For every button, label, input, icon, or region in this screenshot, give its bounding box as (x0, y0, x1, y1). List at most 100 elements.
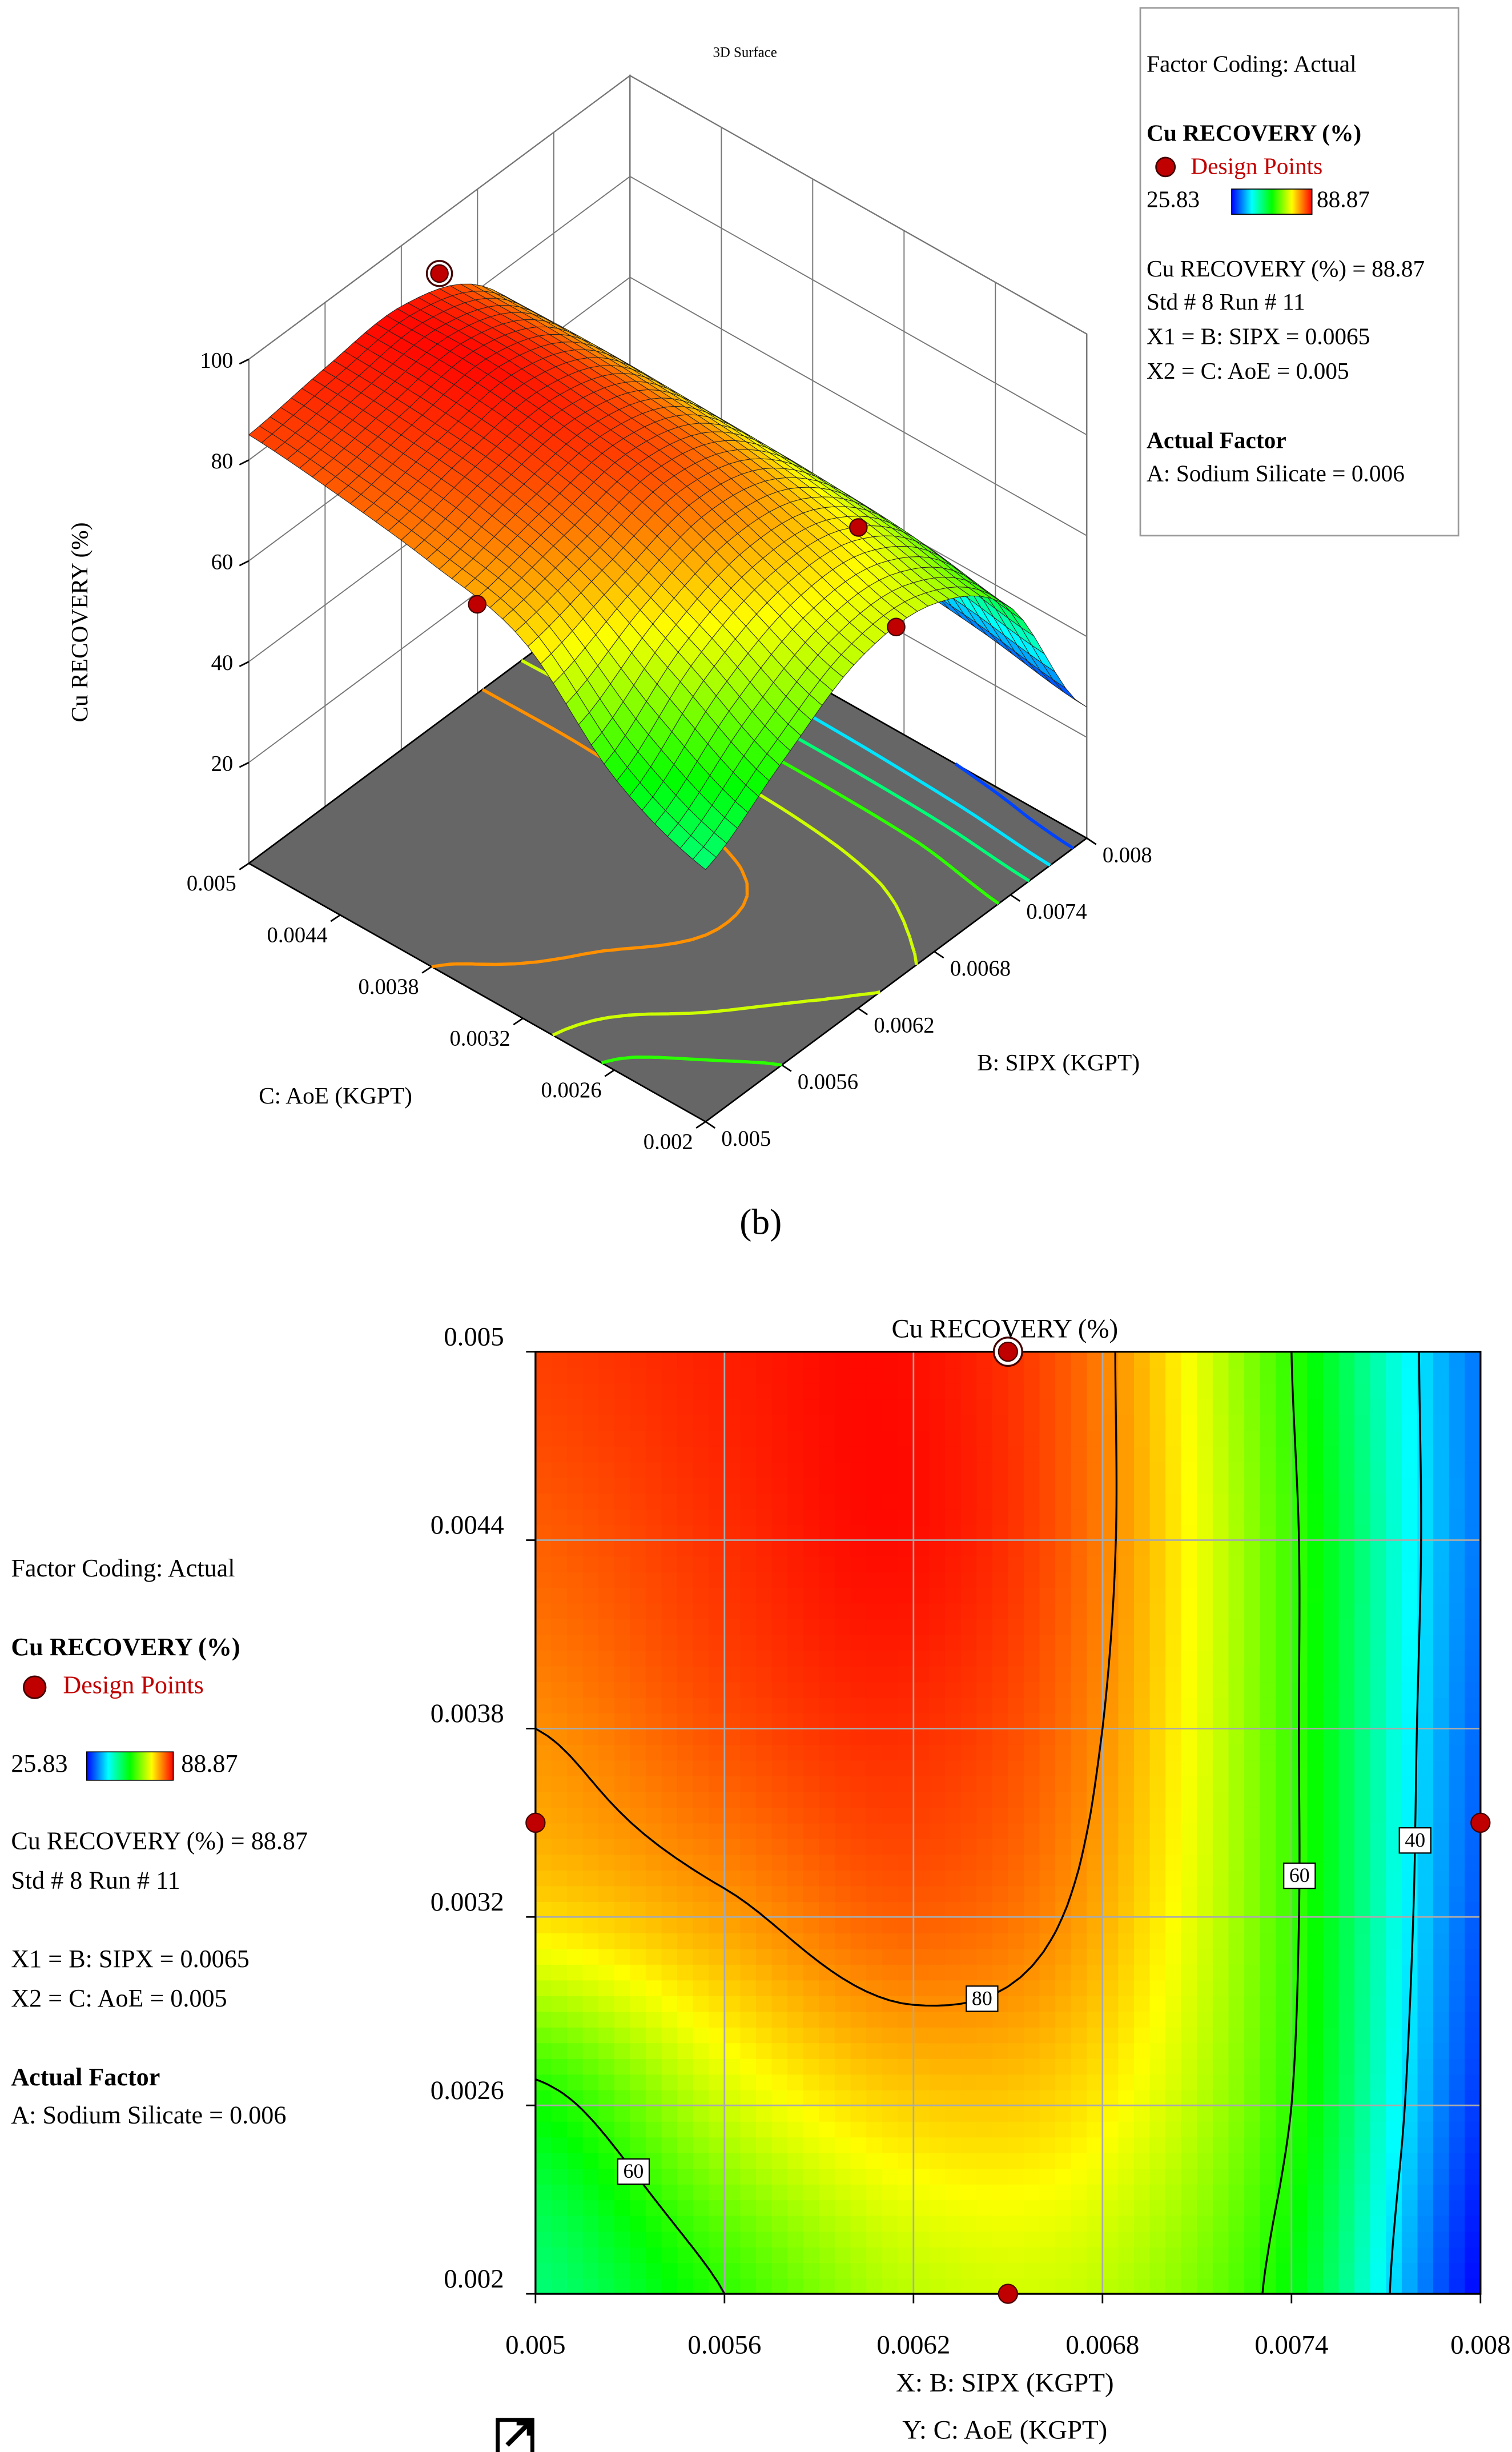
heat-cell (645, 1493, 662, 1510)
heat-cell (693, 1901, 710, 1918)
heat-cell (1370, 1712, 1387, 1729)
heat-cell (1260, 1728, 1277, 1745)
heat-cell (756, 2105, 773, 2122)
heat-cell (551, 1430, 568, 1447)
heat-cell (1008, 1728, 1025, 1745)
heat-cell (630, 1681, 647, 1698)
heat-cell (1165, 1618, 1182, 1635)
heat-cell (1133, 1728, 1151, 1745)
heat-cell (567, 1697, 584, 1714)
heat-cell (756, 1712, 773, 1729)
heat-cell (1071, 2121, 1088, 2138)
heat-cell (944, 2058, 962, 2075)
heat-cell (1055, 2152, 1072, 2169)
heat-cell (944, 1681, 962, 1698)
heat-cell (1212, 1948, 1229, 1965)
heat-cell (992, 2089, 1009, 2106)
heat-cell (1165, 1823, 1182, 1839)
heat-cell (756, 1587, 773, 1604)
heat-cell (1322, 2246, 1340, 2264)
heat-cell (850, 1462, 867, 1478)
heat-cell (850, 1901, 867, 1918)
heat-cell (630, 2121, 647, 2138)
heat-cell (1433, 2246, 1450, 2264)
heat-cell (1401, 1917, 1418, 1933)
heat-cell (1102, 2074, 1119, 2090)
heat-cell (1244, 1838, 1261, 1855)
heat-cell (1023, 1697, 1040, 1714)
heat-cell (1291, 2121, 1308, 2138)
heat-cell (645, 1854, 662, 1871)
heat-cell (1071, 2168, 1088, 2185)
heat-cell (1401, 1634, 1418, 1651)
heat-cell (929, 1540, 946, 1557)
heat-cell (1228, 1823, 1245, 1839)
heat-cell (1307, 1712, 1324, 1729)
heat-cell (929, 1524, 946, 1541)
heat-cell (598, 2246, 615, 2264)
heat-cell (1386, 1555, 1403, 1572)
heat-cell (819, 1775, 836, 1792)
heat-cell (677, 1948, 694, 1965)
heat-cell (582, 2215, 600, 2232)
heat-cell (677, 2042, 694, 2059)
heat-cell (1181, 2215, 1198, 2232)
heat-cell (661, 1587, 678, 1604)
heat-cell (614, 1854, 631, 1871)
heat-cell (661, 1823, 678, 1839)
heat-cell (551, 1618, 568, 1635)
heat-cell (1228, 1775, 1245, 1792)
heat-cell (709, 1760, 725, 1776)
heat-cell (1260, 1854, 1277, 1871)
heat-cell (1401, 2152, 1418, 2169)
heat-cell (1433, 1728, 1450, 1745)
heat-cell (1039, 1901, 1056, 1918)
heat-cell (992, 1587, 1009, 1604)
heat-cell (724, 1367, 741, 1384)
heat-cell (693, 2200, 710, 2216)
heat-cell (819, 1493, 836, 1510)
heat-cell (976, 1446, 993, 1463)
heat-cell (1118, 2105, 1135, 2122)
heat-cell (630, 1446, 647, 1463)
heat-cell (551, 1555, 568, 1572)
heat-cell (1102, 2262, 1119, 2279)
heat-cell (913, 1367, 930, 1384)
heat-cell (834, 1917, 851, 1933)
heat-cell (882, 1917, 899, 1933)
heat-cell (567, 2152, 584, 2169)
heat-cell (1307, 1964, 1324, 1981)
heat-cell (645, 1462, 662, 1478)
heat-cell (850, 2184, 867, 2201)
heat-cell (582, 2278, 600, 2295)
heat-cell (677, 1383, 694, 1400)
heat-cell (645, 1477, 662, 1494)
heat-cell (1212, 2026, 1229, 2044)
legend-title: Cu RECOVERY (%) (1147, 120, 1361, 147)
heat-cell (960, 1367, 978, 1384)
heat-cell (677, 2152, 694, 2169)
heat-cell (1260, 1383, 1277, 1400)
heat-cell (850, 1618, 867, 1635)
heat-cell (1307, 1618, 1324, 1635)
heat-cell (1338, 1995, 1356, 2012)
heat-cell (866, 1917, 883, 1933)
heat-cell (1118, 1351, 1135, 1369)
heat-cell (1008, 1807, 1025, 1824)
heat-cell (803, 1807, 820, 1824)
heat-cell (771, 2137, 789, 2153)
heat-cell (803, 1995, 820, 2012)
heat-cell (740, 1603, 757, 1620)
heat-cell (1260, 1540, 1277, 1557)
heat-cell (1449, 2152, 1466, 2169)
heat-cell (1228, 1712, 1245, 1729)
heat-cell (1133, 1980, 1151, 1996)
heat-cell (756, 2278, 773, 2295)
heat-cell (1386, 2262, 1403, 2279)
heat-cell (709, 1697, 725, 1714)
heat-cell (1197, 1351, 1214, 1369)
heat-cell (1291, 1508, 1308, 1526)
heat-cell (614, 1995, 631, 2012)
heat-cell (756, 1650, 773, 1667)
heat-cell (866, 1524, 883, 1541)
